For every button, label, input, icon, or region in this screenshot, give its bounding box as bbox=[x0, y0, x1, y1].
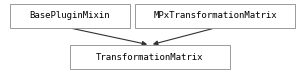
FancyBboxPatch shape bbox=[10, 4, 130, 28]
Text: TransformationMatrix: TransformationMatrix bbox=[96, 52, 204, 61]
Text: BasePluginMixin: BasePluginMixin bbox=[30, 12, 110, 21]
FancyBboxPatch shape bbox=[135, 4, 295, 28]
FancyBboxPatch shape bbox=[70, 45, 230, 69]
Text: MPxTransformationMatrix: MPxTransformationMatrix bbox=[153, 12, 277, 21]
